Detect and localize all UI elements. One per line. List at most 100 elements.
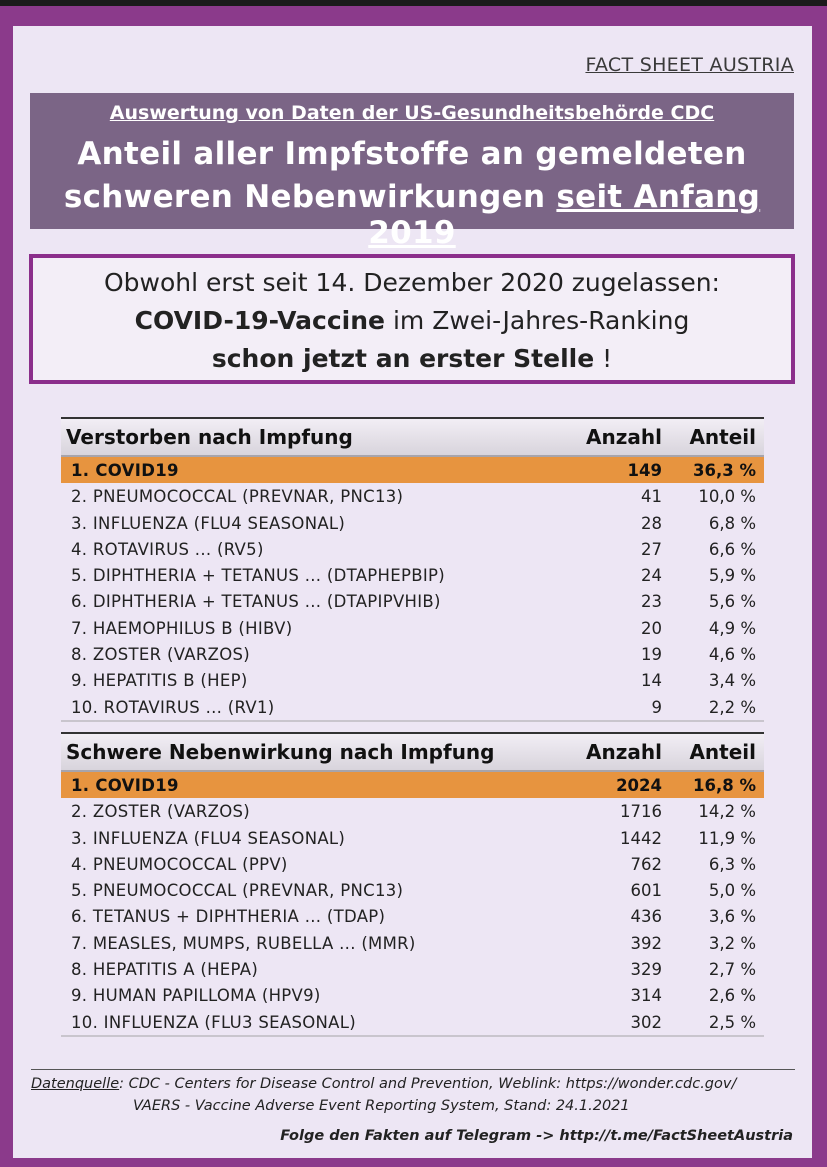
row-vaccine: 8. ZOSTER (VARZOS) (71, 645, 250, 665)
row-share: 16,8 % (693, 776, 756, 795)
row-vaccine: 8. HEPATITIS A (HEPA) (71, 960, 259, 980)
table-row: 1. COVID19 2024 16,8 % (61, 770, 764, 799)
row-count: 314 (630, 986, 663, 1006)
row-vaccine: 1. COVID19 (71, 776, 179, 795)
brand-label: FACT SHEET AUSTRIA (585, 54, 794, 76)
table-row: 7. MEASLES, MUMPS, RUBELLA ... (MMR) 392 3… (61, 930, 764, 956)
row-share: 36,3 % (693, 461, 756, 480)
row-count: 1716 (620, 802, 662, 822)
row-vaccine: 10. INFLUENZA (FLU3 SEASONAL) (71, 1012, 356, 1032)
row-share: 5,9 % (708, 566, 756, 586)
row-count: 1442 (620, 828, 662, 848)
row-count: 24 (641, 566, 662, 586)
row-vaccine: 6. TETANUS + DIPHTHERIA ... (TDAP) (71, 907, 386, 927)
callout-line3-rest: ! (594, 344, 613, 373)
row-count: 28 (641, 513, 662, 533)
row-count: 9 (651, 697, 663, 717)
row-vaccine: 2. ZOSTER (VARZOS) (71, 802, 250, 822)
row-count: 436 (630, 907, 663, 927)
row-vaccine: 5. PNEUMOCOCCAL (PREVNAR, PNC13) (71, 881, 404, 901)
table-row: 2. PNEUMOCOCCAL (PREVNAR, PNC13) 41 10,0 % (61, 483, 764, 509)
source-label: Datenquelle (31, 1076, 120, 1092)
row-vaccine: 1. COVID19 (71, 461, 179, 480)
banner-title-line1: Anteil aller Impfstoffe an gemeldeten (77, 136, 747, 172)
row-share: 2,5 % (708, 1012, 756, 1032)
severe-table-header: Schwere Nebenwirkung nach Impfung Anzahl… (61, 732, 764, 770)
table-row: 9. HEPATITIS B (HEP) 14 3,4 % (61, 667, 764, 693)
row-count: 392 (630, 933, 663, 953)
title-banner: Auswertung von Daten der US-Gesundheitsb… (30, 93, 794, 251)
row-share: 3,4 % (708, 671, 756, 691)
row-share: 2,7 % (708, 960, 756, 980)
callout-vaccine-name: COVID-19-Vaccine (134, 306, 385, 335)
row-vaccine: 9. HEPATITIS B (HEP) (71, 671, 248, 691)
severe-col-count: Anzahl (586, 740, 662, 764)
row-share: 5,0 % (708, 881, 756, 901)
row-share: 2,2 % (708, 697, 756, 717)
severe-col-share: Anteil (689, 740, 756, 764)
callout-line3-bold: schon jetzt an erster Stelle (211, 344, 595, 373)
table-row: 5. PNEUMOCOCCAL (PREVNAR, PNC13) 601 5,0 % (61, 877, 764, 903)
callout-line3: schon jetzt an erster Stelle ! (33, 344, 791, 373)
row-count: 27 (641, 539, 662, 559)
outer-frame: FACT SHEET AUSTRIA Auswertung von Daten … (0, 6, 827, 1167)
deaths-col-share: Anteil (689, 425, 756, 449)
row-count: 23 (641, 592, 662, 612)
row-vaccine: 6. DIPHTHERIA + TETANUS ... (DTAPIPVHIB) (71, 592, 441, 612)
row-share: 4,6 % (708, 645, 756, 665)
row-vaccine: 7. HAEMOPHILUS B (HIBV) (71, 618, 293, 638)
row-share: 6,8 % (708, 513, 756, 533)
row-vaccine: 5. DIPHTHERIA + TETANUS ... (DTAPHEPBIP) (71, 566, 446, 586)
row-share: 6,3 % (708, 854, 756, 874)
row-count: 329 (630, 960, 663, 980)
source-line1: Datenquelle: CDC - Centers for Disease C… (31, 1076, 736, 1092)
deaths-col-count: Anzahl (586, 425, 662, 449)
severe-table: Schwere Nebenwirkung nach Impfung Anzahl… (61, 732, 764, 1037)
table-row: 8. ZOSTER (VARZOS) 19 4,6 % (61, 641, 764, 667)
row-count: 149 (627, 461, 662, 480)
table-row: 7. HAEMOPHILUS B (HIBV) 20 4,9 % (61, 615, 764, 641)
callout-box: Obwohl erst seit 14. Dezember 2020 zugel… (29, 254, 795, 384)
row-vaccine: 2. PNEUMOCOCCAL (PREVNAR, PNC13) (71, 487, 404, 507)
row-count: 41 (641, 487, 662, 507)
row-share: 14,2 % (698, 802, 756, 822)
row-vaccine: 7. MEASLES, MUMPS, RUBELLA ... (MMR) (71, 933, 416, 953)
fact-sheet: FACT SHEET AUSTRIA Auswertung von Daten … (13, 26, 812, 1158)
table-row: 9. HUMAN PAPILLOMA (HPV9) 314 2,6 % (61, 982, 764, 1008)
row-count: 302 (630, 1012, 663, 1032)
row-share: 2,6 % (708, 986, 756, 1006)
table-row: 6. TETANUS + DIPHTHERIA ... (TDAP) 436 3,6… (61, 903, 764, 929)
banner-subtitle: Auswertung von Daten der US-Gesundheitsb… (109, 102, 715, 124)
banner-title-line2: schweren Nebenwirkungen seit Anfang 2019 (30, 179, 794, 251)
deaths-table-title: Verstorben nach Impfung (66, 425, 353, 449)
table-row: 2. ZOSTER (VARZOS) 1716 14,2 % (61, 798, 764, 824)
callout-line1: Obwohl erst seit 14. Dezember 2020 zugel… (104, 268, 720, 297)
row-count: 762 (630, 854, 663, 874)
deaths-table: Verstorben nach Impfung Anzahl Anteil 1.… (61, 417, 764, 722)
table-row: 4. ROTAVIRUS ... (RV5) 27 6,6 % (61, 536, 764, 562)
banner-title-line2-prefix: schweren Nebenwirkungen (63, 179, 557, 215)
table-row: 1. COVID19 149 36,3 % (61, 455, 764, 484)
row-count: 14 (641, 671, 662, 691)
row-share: 6,6 % (708, 539, 756, 559)
table-row: 3. INFLUENZA (FLU4 SEASONAL) 28 6,8 % (61, 510, 764, 536)
row-count: 2024 (616, 776, 662, 795)
banner-title-line2-underlined: seit Anfang 2019 (368, 179, 761, 251)
row-vaccine: 3. INFLUENZA (FLU4 SEASONAL) (71, 513, 346, 533)
table-row: 6. DIPHTHERIA + TETANUS ... (DTAPIPVHIB)… (61, 588, 764, 614)
table-row: 3. INFLUENZA (FLU4 SEASONAL) 1442 11,9 % (61, 825, 764, 851)
row-share: 3,6 % (708, 907, 756, 927)
row-vaccine: 10. ROTAVIRUS ... (RV1) (71, 697, 275, 717)
telegram-link[interactable]: Folge den Fakten auf Telegram -> http://… (280, 1128, 793, 1144)
row-count: 20 (641, 618, 662, 638)
source-line2: VAERS - Vaccine Adverse Event Reporting … (133, 1098, 630, 1114)
source-text: : CDC - Centers for Disease Control and … (119, 1076, 737, 1092)
row-share: 10,0 % (698, 487, 756, 507)
row-share: 3,2 % (708, 933, 756, 953)
callout-line2: COVID-19-Vaccine im Zwei-Jahres-Ranking (33, 306, 791, 335)
row-vaccine: 4. PNEUMOCOCCAL (PPV) (71, 854, 288, 874)
row-share: 11,9 % (698, 828, 756, 848)
callout-line2-rest: im Zwei-Jahres-Ranking (385, 306, 690, 335)
row-count: 19 (641, 645, 662, 665)
severe-table-title: Schwere Nebenwirkung nach Impfung (66, 740, 495, 764)
